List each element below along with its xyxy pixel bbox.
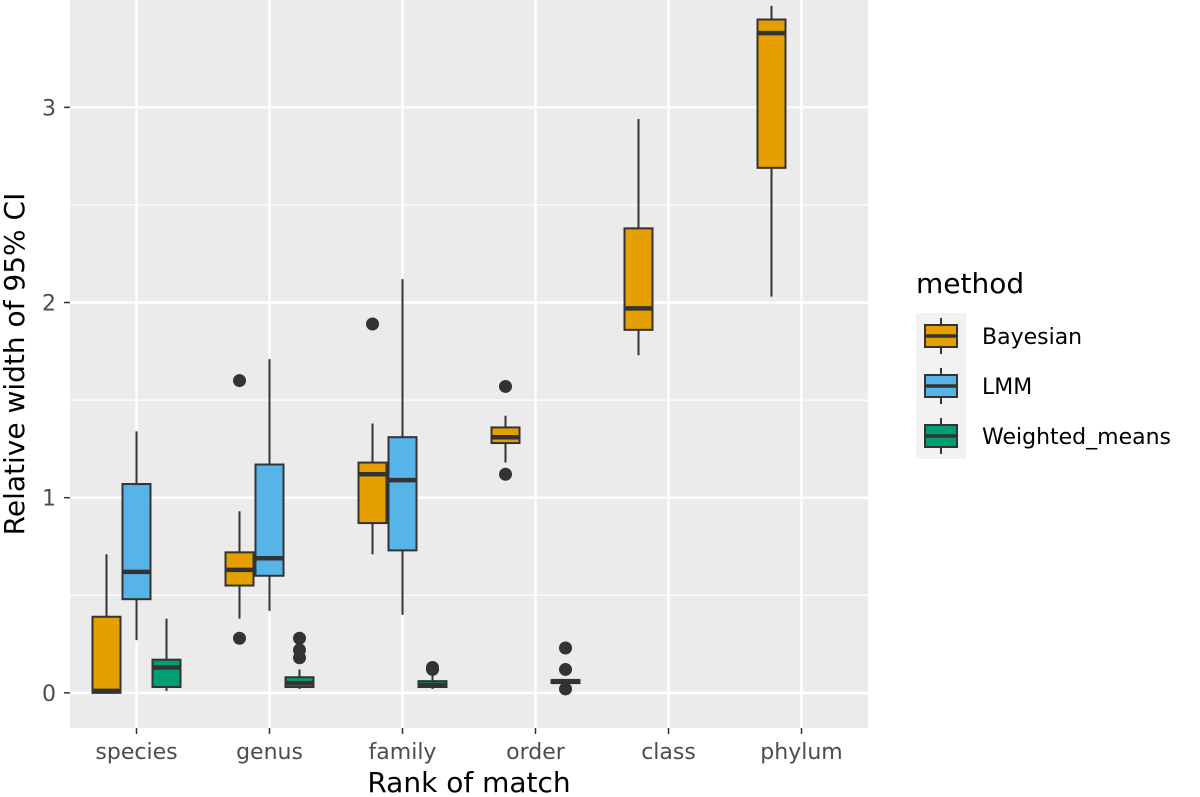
box-body bbox=[91, 615, 122, 694]
x-tick-label: order bbox=[506, 740, 566, 765]
box-body bbox=[756, 18, 787, 169]
outlier-point bbox=[559, 682, 572, 696]
outlier-point bbox=[426, 660, 439, 674]
box-body bbox=[387, 436, 418, 552]
x-tick-label: phylum bbox=[760, 740, 842, 765]
panel-background bbox=[70, 0, 868, 728]
box-Bayesian-genus bbox=[224, 374, 255, 645]
outlier-point bbox=[233, 374, 246, 388]
x-tick-label: class bbox=[641, 740, 696, 765]
box-body bbox=[121, 483, 152, 601]
box-Weighted_means-species bbox=[151, 618, 182, 691]
y-tick-label: 2 bbox=[42, 292, 56, 317]
outlier-point bbox=[233, 631, 246, 645]
legend: method Bayesian LMM Weighted_means bbox=[916, 267, 1171, 459]
boxes bbox=[91, 5, 787, 696]
y-tick-label: 3 bbox=[42, 96, 56, 121]
box-Bayesian-family bbox=[357, 317, 388, 555]
legend-label: Bayesian bbox=[982, 325, 1082, 350]
y-tick-label: 0 bbox=[42, 682, 56, 707]
legend-item-Bayesian: Bayesian bbox=[924, 318, 1082, 354]
box-Bayesian-species bbox=[91, 554, 122, 694]
legend-label: LMM bbox=[982, 375, 1032, 400]
legend-item-Weighted_means: Weighted_means bbox=[924, 418, 1171, 454]
x-axis-title: Rank of match bbox=[367, 766, 570, 797]
x-tick-label: family bbox=[369, 740, 437, 765]
box-LMM-family bbox=[387, 279, 418, 615]
box-Bayesian-class bbox=[623, 119, 654, 356]
box-body bbox=[357, 461, 388, 525]
box-body bbox=[151, 658, 182, 689]
outlier-point bbox=[366, 317, 379, 331]
box-LMM-genus bbox=[254, 359, 285, 611]
legend-label: Weighted_means bbox=[982, 425, 1171, 450]
outlier-point bbox=[499, 379, 512, 393]
axes: 0 1 2 3 species genus family order class phylum bbox=[42, 96, 843, 765]
box-LMM-species bbox=[121, 431, 152, 641]
y-tick-label: 1 bbox=[42, 487, 56, 512]
outlier-point bbox=[499, 467, 512, 481]
box-Weighted_means-order bbox=[550, 641, 581, 696]
y-axis-title: Relative width of 95% CI bbox=[0, 193, 31, 536]
legend-item-LMM: LMM bbox=[924, 368, 1032, 404]
box-body bbox=[623, 227, 654, 331]
x-tick-label: species bbox=[95, 740, 177, 765]
outlier-point bbox=[293, 631, 306, 645]
legend-title: method bbox=[916, 267, 1024, 300]
box-Bayesian-order bbox=[490, 379, 521, 481]
box-Bayesian-phylum bbox=[756, 5, 787, 297]
box-Weighted_means-family bbox=[417, 660, 448, 689]
x-tick-label: genus bbox=[236, 740, 303, 765]
outlier-point bbox=[559, 662, 572, 676]
outlier-point bbox=[293, 643, 306, 657]
box-Weighted_means-genus bbox=[284, 631, 315, 689]
outlier-point bbox=[559, 641, 572, 655]
